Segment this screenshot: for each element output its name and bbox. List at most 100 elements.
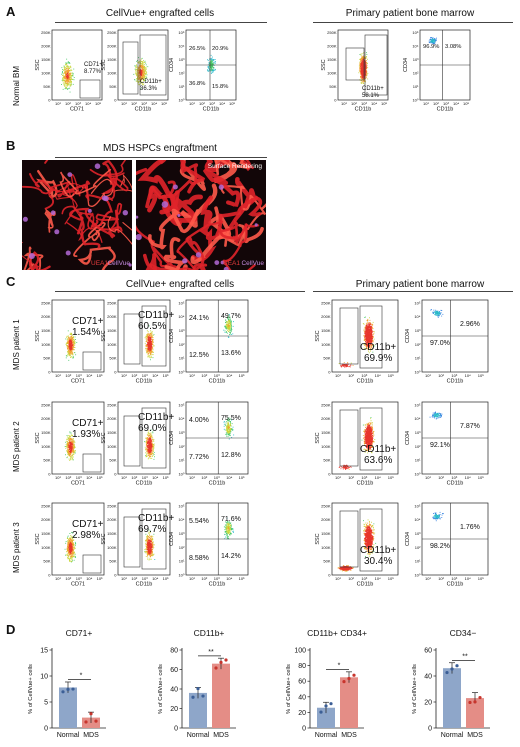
vessel-network — [136, 160, 266, 270]
panel-a-left-title: CellVue+ engrafted cells — [105, 8, 215, 19]
y-tick-label: 0 — [48, 98, 51, 103]
x-tick-label: 10² — [131, 101, 137, 106]
y-tick-label: 10² — [179, 71, 185, 76]
category-label: MDS — [213, 732, 229, 739]
y-axis-label: SSC — [101, 432, 107, 443]
y-tick-label: 100K — [107, 342, 117, 347]
y-tick-label: 10¹ — [413, 84, 419, 89]
y-tick-label: 250K — [327, 30, 337, 35]
gate-percentage: 60.5% — [138, 321, 166, 332]
cellvue-cell — [54, 229, 60, 235]
vessel-network — [22, 160, 132, 270]
y-tick-label: 250K — [321, 300, 331, 305]
y-tick-label: 0 — [114, 573, 117, 578]
y-tick-label: 50K — [109, 356, 116, 361]
y-tick-label: 50K — [323, 458, 330, 463]
cellvue-cell — [122, 210, 128, 216]
y-tick-label: 50K — [43, 559, 50, 564]
gate-box — [339, 409, 359, 467]
gate-percentage: 69.9% — [364, 353, 392, 364]
density-dots — [144, 429, 155, 460]
data-point — [191, 695, 195, 699]
gate-label: CD11b+ — [138, 310, 174, 321]
y-tick-label: 10¹ — [179, 356, 185, 361]
x-axis-label: CD71 — [71, 582, 85, 588]
x-tick-label: 10² — [433, 101, 439, 106]
cellvue-cell — [220, 260, 225, 265]
density-dots — [144, 325, 155, 361]
y-tick-label: 200K — [327, 44, 337, 49]
data-point — [89, 712, 93, 716]
cellvue-label: CellVue — [107, 260, 130, 267]
chart-title: CD11b+ — [194, 628, 225, 638]
density-dots — [61, 58, 75, 93]
gate-box — [82, 453, 102, 473]
x-tick-label: 10³ — [76, 576, 82, 581]
panel-a-right-rule — [313, 22, 513, 23]
y-tick-label: 10⁰ — [178, 472, 184, 477]
y-axis-label: CD34 — [169, 329, 175, 343]
x-axis-label: CD11b — [136, 481, 153, 487]
x-axis-label: CD11b — [447, 582, 464, 588]
x-axis-label: CD11b — [357, 379, 374, 385]
cellvue-cell — [22, 216, 28, 222]
data-point — [66, 687, 70, 691]
gate-label: CD11b+ — [138, 513, 174, 524]
quadrant-q1-value: 24.1% — [189, 315, 209, 322]
density-dots — [65, 330, 78, 361]
y-tick-label: 60 — [298, 679, 306, 686]
y-tick-label: 0 — [328, 370, 331, 375]
y-tick-label: 200K — [107, 517, 117, 522]
cellvue-cell — [128, 263, 132, 267]
y-tick-label: 10² — [415, 545, 421, 550]
y-tick-label: 0 — [174, 726, 178, 733]
x-tick-label: 10⁴ — [226, 373, 232, 378]
x-tick-label: 10¹ — [341, 101, 347, 106]
x-tick-label: 10⁵ — [388, 475, 394, 480]
x-tick-label: 10³ — [361, 101, 367, 106]
y-axis-label: SSC — [315, 330, 321, 341]
y-tick-label: 100K — [107, 444, 117, 449]
y-tick-label: 50K — [109, 559, 116, 564]
y-tick-label: 10⁰ — [178, 573, 184, 578]
x-tick-label: 10⁴ — [375, 373, 381, 378]
gate-box — [123, 415, 141, 467]
y-tick-label: 50K — [43, 84, 50, 89]
density-dots — [223, 517, 234, 540]
data-point — [219, 660, 223, 664]
y-tick-label: 10² — [415, 444, 421, 449]
data-point — [329, 702, 333, 706]
y-tick-label: 150K — [41, 57, 51, 62]
y-tick-label: 0 — [48, 370, 51, 375]
gate-percentage: 30.4% — [364, 556, 392, 567]
cellvue-cell — [161, 201, 169, 208]
y-tick-label: 250K — [107, 30, 117, 35]
y-tick-label: 10⁰ — [178, 370, 184, 375]
chart-title: CD34− — [450, 628, 477, 638]
y-tick-label: 100K — [41, 545, 51, 550]
y-tick-label: 40 — [298, 694, 306, 701]
gate-percentage: 69.7% — [138, 524, 166, 535]
y-tick-label: 60 — [424, 648, 432, 655]
x-axis-label: CD11b — [136, 379, 153, 385]
x-tick-label: 10¹ — [189, 373, 195, 378]
y-tick-label: 10⁴ — [178, 416, 184, 421]
data-point — [224, 658, 228, 662]
y-tick-label: 10² — [179, 342, 185, 347]
x-axis-label: CD11b — [209, 481, 226, 487]
x-tick-label: 10¹ — [121, 475, 127, 480]
x-tick-label: 10⁵ — [161, 101, 167, 106]
gate-percentage: 63.6% — [364, 455, 392, 466]
panel-a-left-rule — [55, 22, 267, 23]
x-axis-label: CD11b — [203, 107, 220, 113]
x-tick-label: 10⁵ — [478, 475, 484, 480]
cellvue-cell — [50, 210, 56, 215]
y-tick-label: 10⁰ — [414, 472, 420, 477]
y-tick-label: 0 — [328, 573, 331, 578]
y-tick-label: 10³ — [413, 57, 419, 62]
y-tick-label: 10³ — [415, 531, 421, 536]
x-tick-label: 10¹ — [425, 373, 431, 378]
gate-percentage: 69.0% — [138, 423, 166, 434]
x-axis-label: CD11b — [357, 481, 374, 487]
x-tick-label: 10⁵ — [239, 373, 245, 378]
